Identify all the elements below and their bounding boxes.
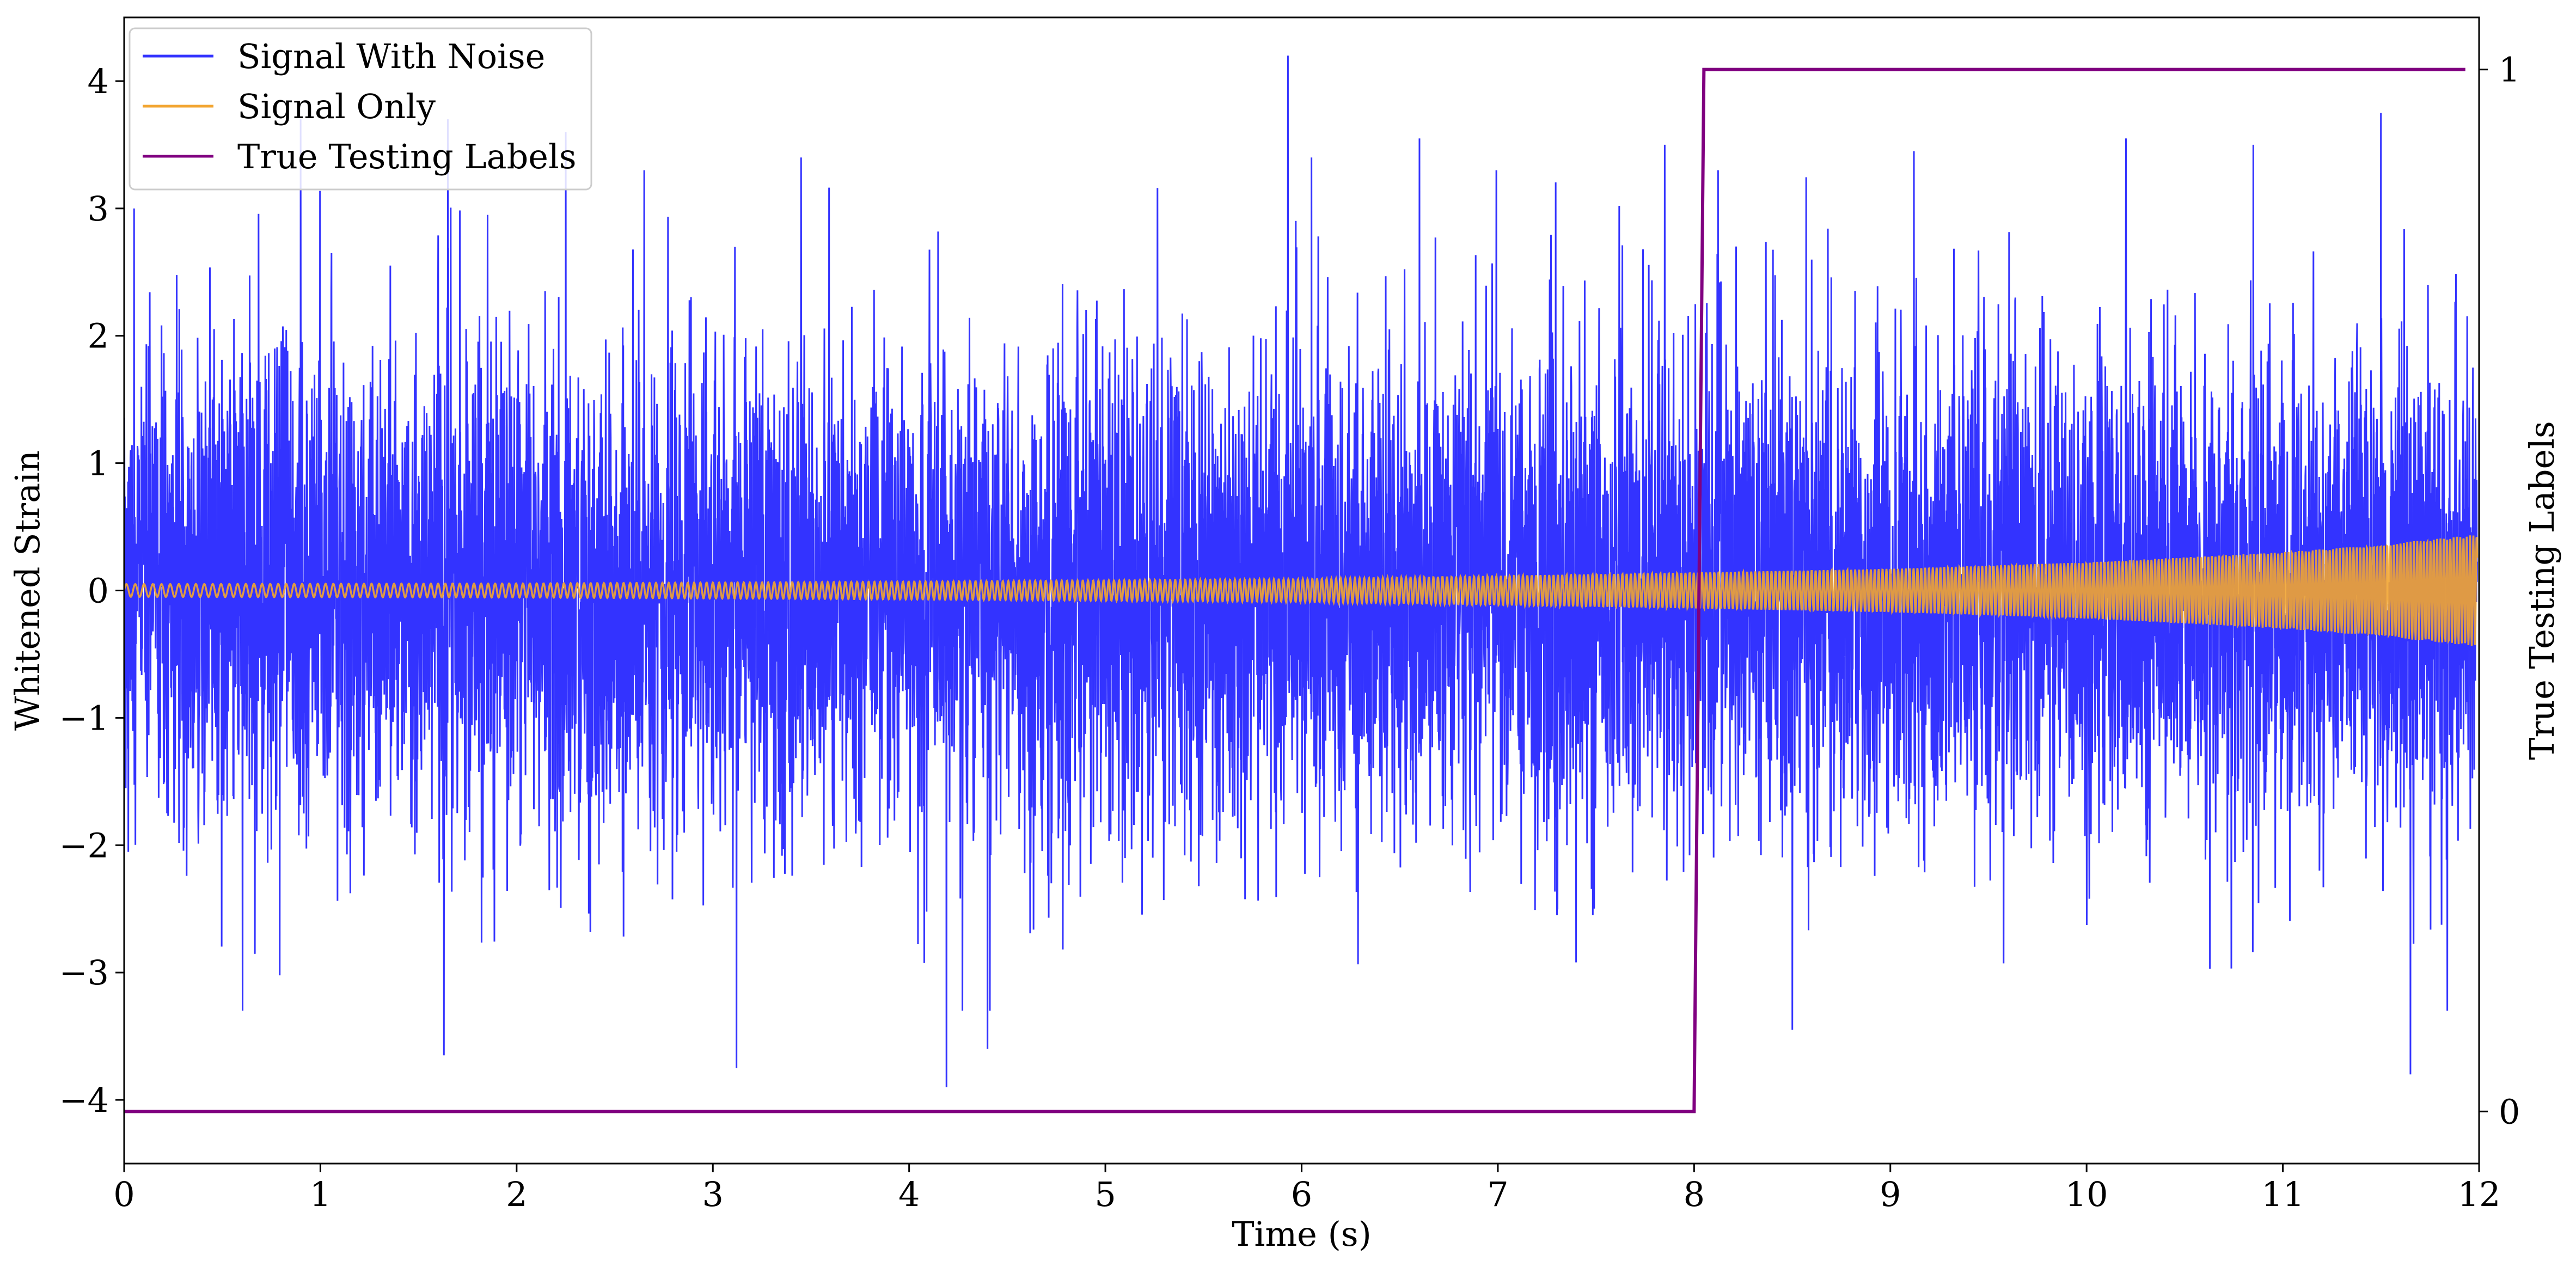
x-tick-label: 0	[113, 1174, 134, 1214]
x-tick-label: 9	[1880, 1174, 1901, 1214]
y-tick-label: 0	[88, 571, 109, 611]
y-tick-label: −4	[59, 1080, 109, 1120]
y-axis-label: Whitened Strain	[8, 450, 47, 731]
series-line-true-testing-labels	[124, 68, 2465, 1113]
x-tick-label: 1	[310, 1174, 331, 1214]
x-tick-label: 12	[2458, 1174, 2501, 1214]
y-tick-label: −2	[59, 825, 109, 865]
y-tick-label: 4	[88, 62, 109, 101]
series-line-signal-only	[124, 535, 2479, 646]
legend-label-signal-with-noise: Signal With Noise	[237, 36, 545, 76]
y-right-tick-label: 1	[2499, 50, 2520, 90]
legend-label-signal-only: Signal Only	[237, 87, 436, 126]
x-tick-label: 7	[1487, 1174, 1508, 1214]
y-right-tick-label: 0	[2499, 1092, 2520, 1131]
x-tick-label: 5	[1094, 1174, 1116, 1214]
x-tick-label: 11	[2261, 1174, 2304, 1214]
x-tick-label: 2	[506, 1174, 527, 1214]
x-axis-label: Time (s)	[1232, 1214, 1372, 1254]
legend: Signal With Noise Signal Only True Testi…	[129, 27, 592, 191]
y-tick-label: −3	[59, 953, 109, 993]
y-tick-label: 2	[88, 316, 109, 356]
plot-layer	[124, 56, 2479, 1113]
legend-box	[129, 27, 592, 191]
x-tick-label: 8	[1684, 1174, 1705, 1214]
y-right-axis-label: True Testing Labels	[2522, 421, 2562, 760]
x-tick-label: 4	[898, 1174, 920, 1214]
x-tick-label: 10	[2065, 1174, 2108, 1214]
y-tick-label: −1	[59, 698, 109, 738]
x-tick-label: 6	[1291, 1174, 1312, 1214]
legend-label-true-testing-labels: True Testing Labels	[237, 137, 577, 176]
y-tick-label: 3	[88, 189, 109, 229]
y-tick-label: 1	[88, 444, 109, 484]
x-tick-label: 3	[702, 1174, 724, 1214]
